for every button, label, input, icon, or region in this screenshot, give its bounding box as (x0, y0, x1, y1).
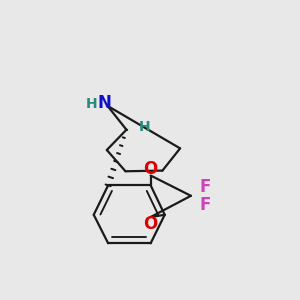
Text: O: O (143, 160, 158, 178)
Text: N: N (98, 94, 112, 112)
Text: H: H (85, 98, 97, 111)
Text: O: O (143, 214, 158, 232)
Text: F: F (199, 196, 211, 214)
Text: F: F (199, 178, 211, 196)
Text: H: H (138, 120, 150, 134)
